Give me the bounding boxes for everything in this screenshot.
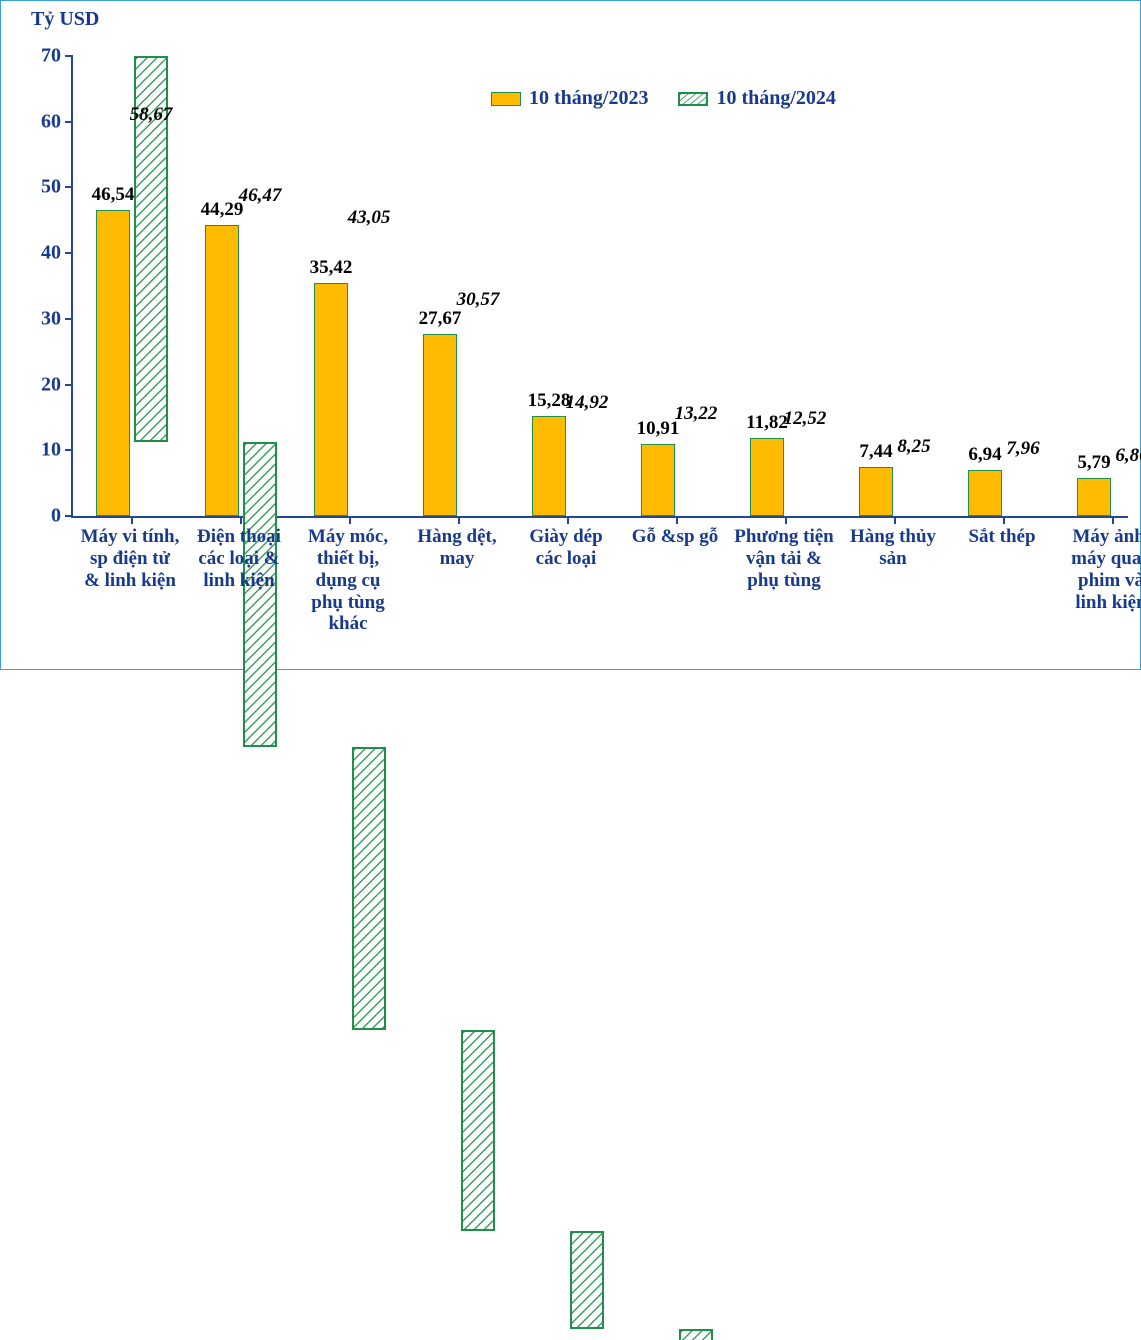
legend-swatch-2023 xyxy=(491,92,521,106)
bar-2023 xyxy=(205,225,239,516)
value-label-2024: 43,05 xyxy=(348,207,391,229)
bar-2023 xyxy=(1077,478,1111,516)
y-tick xyxy=(65,55,73,57)
x-tick xyxy=(349,516,351,524)
x-tick xyxy=(131,516,133,524)
x-tick xyxy=(458,516,460,524)
bar-2024 xyxy=(461,1030,495,1231)
y-tick xyxy=(65,318,73,320)
y-tick xyxy=(65,252,73,254)
y-tick xyxy=(65,121,73,123)
bar-2023 xyxy=(641,444,675,516)
y-tick-label: 50 xyxy=(41,176,61,199)
bar-2024 xyxy=(570,1231,604,1329)
value-label-2023: 46,54 xyxy=(92,184,135,206)
legend-label-2023: 10 tháng/2023 xyxy=(529,87,648,110)
legend: 10 tháng/2023 10 tháng/2024 xyxy=(491,87,836,110)
y-tick-label: 20 xyxy=(41,373,61,396)
bar-2024 xyxy=(352,747,386,1030)
x-tick xyxy=(1003,516,1005,524)
plot-area: 01020304050607046,5458,6744,2946,4735,42… xyxy=(71,56,1128,518)
value-label-2023: 35,42 xyxy=(310,257,353,279)
category-label: Máy ảnh, máy quay phim và linh kiện xyxy=(1061,526,1141,613)
value-label-2024: 58,67 xyxy=(130,104,173,126)
value-label-2024: 12,52 xyxy=(784,408,827,430)
bar-2023 xyxy=(968,470,1002,516)
value-label-2024: 30,57 xyxy=(457,289,500,311)
y-tick xyxy=(65,384,73,386)
category-label: Gỗ &sp gỗ xyxy=(625,526,725,548)
y-tick xyxy=(65,515,73,517)
legend-label-2024: 10 tháng/2024 xyxy=(716,87,835,110)
value-label-2023: 5,79 xyxy=(1077,452,1110,474)
value-label-2024: 14,92 xyxy=(566,392,609,414)
value-label-2023: 44,29 xyxy=(201,199,244,221)
bar-2023 xyxy=(314,283,348,516)
value-label-2023: 11,82 xyxy=(746,412,788,434)
value-label-2024: 7,96 xyxy=(1006,438,1039,460)
bar-2024 xyxy=(243,442,277,747)
y-tick-label: 0 xyxy=(51,505,61,528)
x-tick xyxy=(1112,516,1114,524)
value-label-2023: 27,67 xyxy=(419,308,462,330)
bar-2023 xyxy=(423,334,457,516)
chart-frame: Tỷ USD 0 10 20 30 40 50 60 70 46,54 58,67 44,2946,… xyxy=(0,0,1141,670)
category-label: Hàng dệt, may xyxy=(407,526,507,570)
category-label: Máy vi tính, sp điện tử & linh kiện xyxy=(80,526,180,592)
category-label: Giày dép các loại xyxy=(516,526,616,570)
x-tick xyxy=(894,516,896,524)
x-tick xyxy=(567,516,569,524)
category-label: Máy móc, thiết bị, dụng cụ phụ tùng khác xyxy=(298,526,398,635)
value-label-2024: 13,22 xyxy=(675,403,718,425)
value-label-2024: 8,25 xyxy=(897,436,930,458)
y-tick-label: 10 xyxy=(41,439,61,462)
legend-item-2024: 10 tháng/2024 xyxy=(678,87,835,110)
y-tick xyxy=(65,186,73,188)
value-label-2023: 10,91 xyxy=(637,418,680,440)
value-label-2023: 7,44 xyxy=(859,441,892,463)
x-tick xyxy=(240,516,242,524)
y-axis-title: Tỷ USD xyxy=(31,8,99,31)
value-label-2023: 15,28 xyxy=(528,390,571,412)
x-tick xyxy=(676,516,678,524)
legend-item-2023: 10 tháng/2023 xyxy=(491,87,648,110)
category-label: Điện thoại các loại & linh kiện xyxy=(189,526,289,592)
y-tick-label: 40 xyxy=(41,242,61,265)
bar-2023 xyxy=(96,210,130,516)
category-label: Phương tiện vận tải & phụ tùng xyxy=(734,526,834,592)
x-tick xyxy=(785,516,787,524)
y-tick-label: 60 xyxy=(41,110,61,133)
value-label-2024: 46,47 xyxy=(239,185,282,207)
y-tick-label: 70 xyxy=(41,45,61,68)
value-label-2024: 6,86 xyxy=(1115,445,1141,467)
bar-2023 xyxy=(532,416,566,516)
category-label: Hàng thủy sản xyxy=(843,526,943,570)
y-tick-label: 30 xyxy=(41,307,61,330)
bar-2023 xyxy=(750,438,784,516)
category-label: Sắt thép xyxy=(952,526,1052,548)
legend-swatch-2024 xyxy=(678,92,708,106)
bar-2023 xyxy=(859,467,893,516)
bar-2024 xyxy=(679,1329,713,1340)
y-tick xyxy=(65,449,73,451)
value-label-2023: 6,94 xyxy=(968,444,1001,466)
